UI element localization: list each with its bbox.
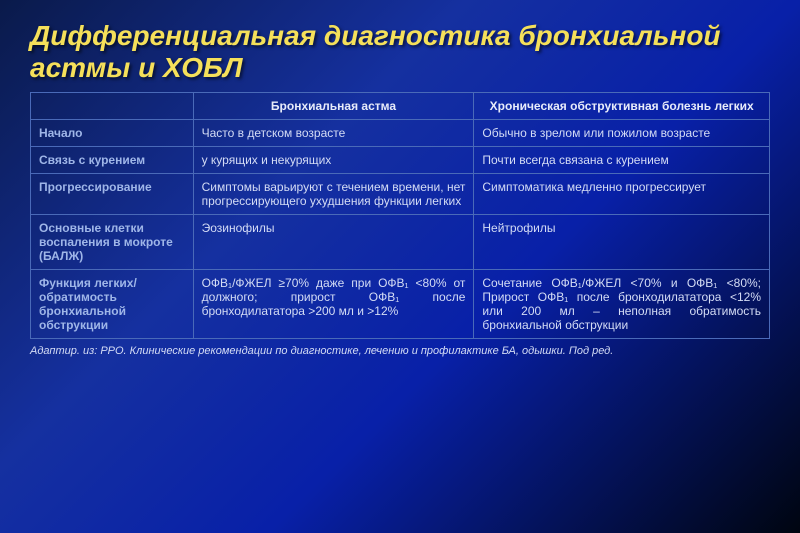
table-row: Начало Часто в детском возрасте Обычно в… xyxy=(31,120,770,147)
table-header-row: Бронхиальная астма Хроническая обструкти… xyxy=(31,93,770,120)
slide-title: Дифференциальная диагностика бронхиально… xyxy=(30,20,770,84)
cell-asthma: Часто в детском возрасте xyxy=(193,120,474,147)
cell-asthma: Эозинофилы xyxy=(193,215,474,270)
table-row: Прогрессирование Симптомы варьируют с те… xyxy=(31,174,770,215)
cell-asthma: Симптомы варьируют с течением времени, н… xyxy=(193,174,474,215)
footer-citation: Адаптир. из: РРО. Клинические рекомендац… xyxy=(30,345,770,357)
table-row: Функция легких/обратимость бронхиальной … xyxy=(31,270,770,339)
cell-copd: Обычно в зрелом или пожилом возрасте xyxy=(474,120,770,147)
row-label: Связь с курением xyxy=(31,147,194,174)
comparison-table: Бронхиальная астма Хроническая обструкти… xyxy=(30,92,770,339)
cell-copd: Нейтрофилы xyxy=(474,215,770,270)
header-copd: Хроническая обструктивная болезнь легких xyxy=(474,93,770,120)
row-label: Начало xyxy=(31,120,194,147)
cell-asthma: ОФВ₁/ФЖЕЛ ≥70% даже при ОФВ₁ <80% от дол… xyxy=(193,270,474,339)
row-label: Основные клетки воспаления в мокроте (БА… xyxy=(31,215,194,270)
table-row: Связь с курением у курящих и некурящих П… xyxy=(31,147,770,174)
cell-copd: Почти всегда связана с курением xyxy=(474,147,770,174)
table-row: Основные клетки воспаления в мокроте (БА… xyxy=(31,215,770,270)
row-label: Прогрессирование xyxy=(31,174,194,215)
cell-copd: Сочетание ОФВ₁/ФЖЕЛ <70% и ОФВ₁ <80%; Пр… xyxy=(474,270,770,339)
cell-copd: Симптоматика медленно прогрессирует xyxy=(474,174,770,215)
header-empty xyxy=(31,93,194,120)
row-label: Функция легких/обратимость бронхиальной … xyxy=(31,270,194,339)
cell-asthma: у курящих и некурящих xyxy=(193,147,474,174)
header-asthma: Бронхиальная астма xyxy=(193,93,474,120)
